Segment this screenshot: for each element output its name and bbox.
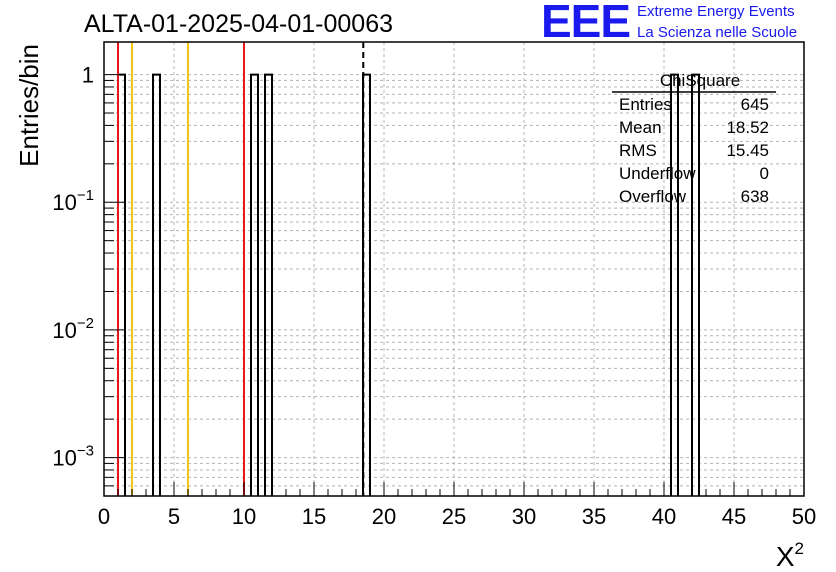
histogram-bar — [264, 73, 273, 496]
histogram-bar — [250, 73, 259, 496]
stats-value: 15.45 — [726, 141, 769, 160]
x-tick-label: 35 — [582, 504, 606, 529]
y-tick-label: 1 — [82, 63, 94, 88]
x-tick-label: 45 — [722, 504, 746, 529]
logo-subtitle-line2: La Scienza nelle Scuole — [637, 24, 798, 41]
histogram-bar — [152, 73, 161, 496]
stats-label: RMS — [619, 141, 657, 160]
stats-value: 18.52 — [726, 118, 769, 137]
y-tick-label-base: 1 — [82, 63, 94, 88]
stats-value: 0 — [760, 164, 769, 183]
stats-label: Mean — [619, 118, 662, 137]
stats-label: Entries — [619, 95, 672, 114]
y-tick-label-exponent: −1 — [77, 187, 94, 204]
y-tick-labels: 110−110−210−3 — [52, 63, 94, 471]
x-tick-label: 0 — [98, 504, 110, 529]
histogram-bar — [691, 73, 700, 496]
logo-subtitle-line1: Extreme Energy Events — [637, 3, 795, 20]
y-tick-label: 10−1 — [52, 187, 94, 215]
y-tick-label-base: 10 — [52, 318, 76, 343]
axis-ticks — [103, 74, 805, 497]
y-tick-label-exponent: −3 — [77, 443, 94, 460]
x-tick-label: 15 — [302, 504, 326, 529]
histogram-bar — [670, 73, 679, 496]
x-axis-label-superscript: 2 — [795, 539, 804, 558]
y-axis-label: Entries/bin — [14, 44, 44, 167]
y-tick-label-base: 10 — [52, 446, 76, 471]
histogram-bar — [117, 73, 126, 496]
grid — [104, 42, 804, 496]
stats-value: 645 — [741, 95, 769, 114]
reference-lines — [117, 42, 365, 496]
x-tick-labels: 0 5 10 15 20 25 30 35 40 45 50 — [98, 504, 816, 529]
x-tick-label: 30 — [512, 504, 536, 529]
stats-box-title: ChiSquare — [660, 71, 740, 90]
x-tick-label: 10 — [232, 504, 256, 529]
chart-title: ALTA-01-2025-04-01-00063 — [84, 10, 393, 38]
x-tick-label: 50 — [792, 504, 816, 529]
x-axis-label: X2 — [776, 539, 804, 572]
y-tick-label-exponent: −2 — [77, 315, 94, 332]
x-tick-label: 25 — [442, 504, 466, 529]
y-tick-label-base: 10 — [52, 190, 76, 215]
y-tick-label: 10−3 — [52, 443, 94, 471]
stats-label: Overflow — [619, 187, 687, 206]
x-axis-label-base: X — [776, 541, 795, 572]
x-tick-label: 40 — [652, 504, 676, 529]
x-tick-label: 5 — [168, 504, 180, 529]
stats-label: Underflow — [619, 164, 696, 183]
y-tick-label: 10−2 — [52, 315, 94, 343]
x-tick-label: 20 — [372, 504, 396, 529]
stats-box: ChiSquare Entries 645 Mean 18.52 RMS 15.45 Unde… — [612, 71, 776, 206]
stats-value: 638 — [741, 187, 769, 206]
eee-logo: EEE — [541, 0, 631, 47]
histogram-bars — [117, 73, 700, 496]
